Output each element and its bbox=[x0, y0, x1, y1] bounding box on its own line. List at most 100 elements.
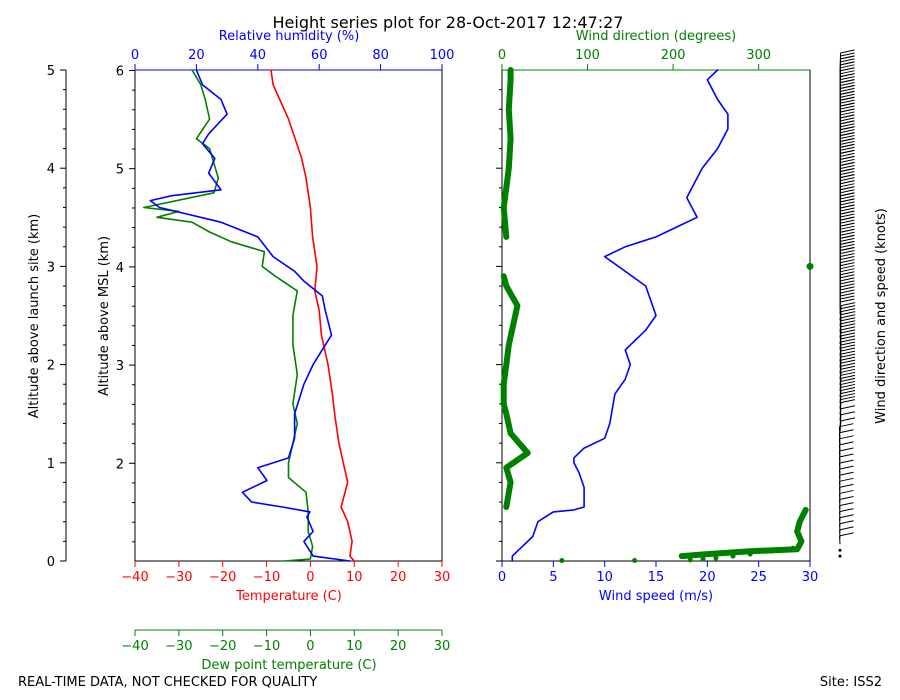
wind-barb-flag bbox=[840, 219, 855, 224]
wind-barb-flag bbox=[840, 132, 855, 137]
wind-barb-flag bbox=[841, 305, 856, 310]
wind-speed-tick-label: 10 bbox=[596, 570, 613, 585]
agl-tick-label: 3 bbox=[47, 260, 55, 275]
wind-barb-flag bbox=[840, 70, 855, 75]
wind-barb-flag bbox=[840, 411, 856, 416]
wind-barb-flag bbox=[840, 280, 855, 285]
wind-direction-point bbox=[769, 548, 774, 554]
wind-barb-flag bbox=[840, 49, 855, 54]
wind-barb-flag bbox=[840, 286, 855, 291]
wind-barb-flag bbox=[840, 405, 856, 410]
wind-barb-flag bbox=[840, 362, 856, 367]
wind-barb-flag bbox=[840, 64, 855, 69]
wind-barb-flag bbox=[840, 249, 855, 254]
wind-barb-flag bbox=[841, 302, 856, 307]
msl-tick-label: 5 bbox=[116, 163, 124, 178]
wind-barb-flag bbox=[840, 399, 856, 404]
wind-barb-flag bbox=[840, 213, 855, 218]
wind-barb-flag bbox=[840, 84, 855, 89]
wind-barb-flag bbox=[840, 390, 856, 394]
wind-barb-flag bbox=[841, 335, 856, 340]
calm-wind-dot bbox=[838, 554, 842, 558]
plot-title: Height series plot for 28-Oct-2017 12:47… bbox=[273, 13, 624, 32]
msl-tick-label: 3 bbox=[116, 359, 124, 374]
wind-speed-tick-label: 15 bbox=[648, 570, 665, 585]
wind-barb-flag bbox=[839, 496, 854, 500]
wind-direction-point bbox=[700, 556, 706, 562]
wind-barb bbox=[839, 514, 854, 527]
wind-direction-line bbox=[500, 67, 514, 240]
wind-barb-flag bbox=[840, 356, 856, 361]
msl-tick-label: 4 bbox=[116, 261, 124, 276]
humidity-axis-label: Relative humidity (%) bbox=[219, 29, 360, 44]
wind-barb-flag bbox=[840, 155, 855, 160]
wind-barb-flag bbox=[839, 459, 854, 464]
dewpoint-axis-label: Dew point temperature (C) bbox=[201, 658, 376, 673]
quality-disclaimer: REAL-TIME DATA, NOT CHECKED FOR QUALITY bbox=[18, 675, 317, 690]
wind-barb-flag bbox=[840, 135, 855, 139]
wind-barb-shaft bbox=[839, 53, 842, 73]
humidity-tick-label: 0 bbox=[131, 48, 139, 63]
wind-barb-flag bbox=[840, 380, 856, 385]
wind-barb-flag bbox=[840, 207, 855, 212]
agl-axis-label: Altitude above launch site (km) bbox=[27, 214, 42, 418]
wind-barb-flag bbox=[840, 146, 855, 151]
wind-barb-flag bbox=[840, 225, 855, 230]
humidity-axis: 0 20 40 60 80 100 bbox=[131, 48, 454, 71]
wind-barb-flag bbox=[840, 96, 855, 101]
wind-speed-tick-label: 5 bbox=[549, 570, 557, 585]
dewpoint-tick-label: −20 bbox=[209, 639, 236, 654]
site-label: Site: ISS2 bbox=[820, 675, 882, 690]
wind-barb-flag bbox=[839, 429, 854, 434]
dewpoint-axis: −40 −30 −20 −10 0 10 20 30 bbox=[121, 629, 450, 654]
wind-speed-tick-label: 20 bbox=[699, 570, 716, 585]
msl-axis: 2 3 4 5 6 bbox=[116, 64, 135, 543]
wind-barb-flag bbox=[840, 359, 856, 364]
wind-barb-flag bbox=[840, 393, 856, 398]
wind-barb-flag bbox=[840, 262, 855, 267]
dewpoint-line bbox=[143, 69, 314, 562]
wind-barb-flag bbox=[840, 289, 855, 294]
wind-barb-flag bbox=[840, 180, 855, 185]
wind-barb-flag bbox=[839, 508, 854, 513]
wind-barb-flag bbox=[840, 268, 855, 273]
agl-tick-label: 4 bbox=[47, 162, 55, 177]
wind-barb-flag bbox=[840, 347, 856, 352]
wind-barb-flag bbox=[840, 76, 855, 81]
wind-barb-flag bbox=[840, 231, 855, 236]
wind-barb-flag bbox=[840, 164, 855, 169]
temperature-axis-label: Temperature (C) bbox=[235, 589, 342, 604]
wind-barb-flag bbox=[840, 371, 856, 376]
wind-barb-flag bbox=[840, 383, 856, 388]
agl-axis: 0 1 2 3 4 5 bbox=[47, 64, 66, 570]
wind-barb-flag bbox=[839, 514, 854, 519]
wind-barb-flag bbox=[839, 477, 854, 482]
humidity-tick-label: 80 bbox=[372, 48, 389, 63]
wind-barb-flag bbox=[840, 216, 855, 221]
humidity-tick-label: 60 bbox=[311, 48, 328, 63]
wind-barb-flag bbox=[841, 308, 856, 313]
wind-barb-flag bbox=[840, 204, 855, 209]
wind-barb-flag bbox=[841, 320, 856, 325]
wind-barb-flag bbox=[839, 520, 854, 525]
wind-barb-flag bbox=[840, 123, 855, 128]
wind-direction-line bbox=[678, 506, 809, 560]
wind-barb-flag bbox=[840, 243, 855, 248]
wind-barb-flag bbox=[840, 365, 856, 370]
wind-barb-flag bbox=[840, 126, 855, 131]
wind-barb-flag bbox=[839, 526, 854, 531]
wind-barb-flag bbox=[840, 120, 855, 125]
wind-barb-flag bbox=[840, 344, 856, 349]
wind-barb-flag bbox=[841, 323, 856, 328]
wind-barb-flag bbox=[839, 502, 854, 507]
wind-barb-flag bbox=[839, 471, 854, 476]
wind-barb-flag bbox=[840, 259, 855, 264]
wind-barbs-label: Wind direction and speed (knots) bbox=[874, 208, 889, 424]
wind-barb-flag bbox=[840, 174, 855, 179]
wind-direction-point bbox=[806, 262, 814, 270]
wind-barb-flag bbox=[840, 298, 855, 303]
wind-barb-flag bbox=[840, 265, 855, 270]
series-layer bbox=[143, 67, 814, 564]
dewpoint-tick-label: −30 bbox=[165, 639, 192, 654]
wind-barb-flag bbox=[840, 240, 855, 245]
